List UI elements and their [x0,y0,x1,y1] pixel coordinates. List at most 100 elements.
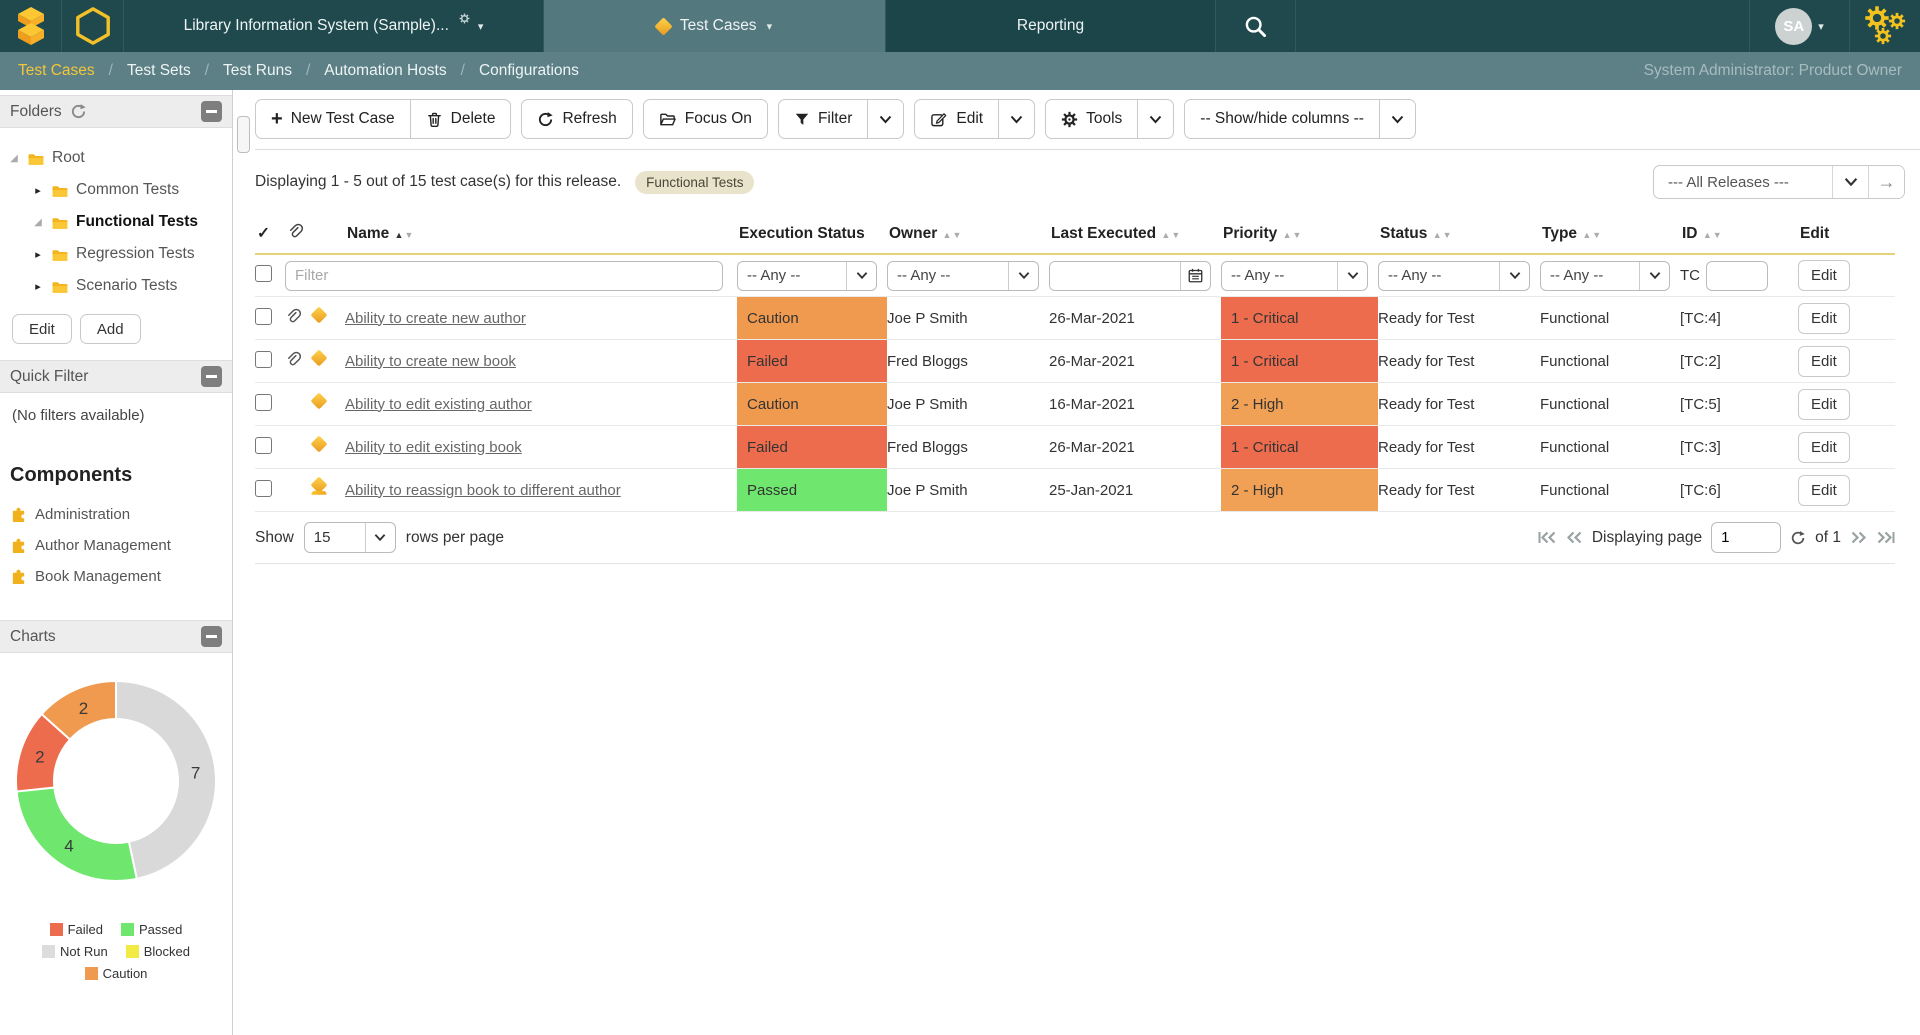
breadcrumb-item-configurations[interactable]: Configurations [479,62,579,80]
component-item[interactable]: Book Management [0,561,232,592]
tree-toggle-icon[interactable]: ▸ [32,184,44,197]
sort-desc-icon[interactable]: ▼ [1443,230,1452,240]
user-menu[interactable]: SA ▾ [1750,0,1850,52]
delete-button[interactable]: Delete [410,99,512,139]
folder-tree-item[interactable]: ▸ Regression Tests [8,238,232,270]
product-selector[interactable]: Library Information System (Sample)... ▾ [124,0,544,52]
sort-desc-icon[interactable]: ▼ [1592,230,1601,240]
edit-button[interactable]: Edit [914,99,999,139]
sort-asc-icon[interactable]: ▲ [1703,230,1712,240]
charts-collapse-button[interactable] [201,626,222,647]
tools-button[interactable]: Tools [1045,99,1138,139]
last-executed-filter-input[interactable] [1050,262,1180,290]
sort-desc-icon[interactable]: ▼ [1293,230,1302,240]
sort-asc-icon[interactable]: ▲ [1433,230,1442,240]
folders-collapse-button[interactable] [201,101,222,122]
tree-toggle-icon[interactable]: ▸ [32,280,44,293]
row-edit-button[interactable]: Edit [1798,303,1850,334]
header-type[interactable]: Type ▲▼ [1540,214,1680,254]
page-refresh-icon[interactable] [1790,530,1806,546]
status-filter-select[interactable]: -- Any -- [1378,261,1530,291]
nav-tab-reporting[interactable]: Reporting [886,0,1216,52]
name-filter-input[interactable] [285,261,723,291]
row-edit-button[interactable]: Edit [1798,389,1850,420]
edit-dropdown-button[interactable] [998,99,1035,139]
breadcrumb-item-test-sets[interactable]: Test Sets [127,62,191,80]
tree-toggle-icon[interactable]: ◢ [8,153,20,164]
release-filter-chevron[interactable] [1832,166,1868,198]
folder-tree-item[interactable]: ◢ Root [8,142,232,174]
execution-status-filter-select[interactable]: -- Any -- [737,261,877,291]
test-case-link[interactable]: Ability to edit existing author [345,396,532,413]
focus-on-button[interactable]: Focus On [643,99,768,139]
component-item[interactable]: Author Management [0,530,232,561]
workspace-hexagon-button[interactable] [62,0,124,52]
app-logo[interactable] [0,0,62,52]
last-page-button[interactable] [1876,531,1895,544]
page-number-input[interactable] [1711,522,1781,553]
row-edit-button[interactable]: Edit [1798,346,1850,377]
component-item[interactable]: Administration [0,499,232,530]
rows-per-page-select[interactable]: 15 [304,522,396,553]
test-case-link[interactable]: Ability to edit existing book [345,439,522,456]
refresh-button[interactable]: Refresh [521,99,632,139]
header-check[interactable]: ✓ [255,214,285,254]
first-page-button[interactable] [1538,531,1557,544]
breadcrumb-item-test-runs[interactable]: Test Runs [223,62,292,80]
header-last-executed[interactable]: Last Executed ▲▼ [1049,214,1221,254]
apply-filter-edit-button[interactable]: Edit [1798,260,1850,291]
header-priority[interactable]: Priority ▲▼ [1221,214,1378,254]
sort-desc-icon[interactable]: ▼ [1713,230,1722,240]
sort-desc-icon[interactable]: ▼ [404,230,413,240]
tree-toggle-icon[interactable]: ▸ [32,248,44,261]
folders-edit-button[interactable]: Edit [12,314,72,344]
sort-asc-icon[interactable]: ▲ [395,230,404,240]
folder-tree-item[interactable]: ◢ Functional Tests [8,206,232,238]
show-hide-columns-dropdown-button[interactable] [1379,99,1416,139]
previous-page-button[interactable] [1566,531,1583,544]
show-hide-columns-button[interactable]: -- Show/hide columns -- [1184,99,1380,139]
row-edit-button[interactable]: Edit [1798,475,1850,506]
row-checkbox[interactable] [255,351,272,368]
folder-tree-item[interactable]: ▸ Common Tests [8,174,232,206]
tree-toggle-icon[interactable]: ◢ [32,217,44,228]
global-search-button[interactable] [1216,0,1296,52]
sort-desc-icon[interactable]: ▼ [952,230,961,240]
calendar-icon[interactable] [1180,262,1210,290]
folder-tree-item[interactable]: ▸ Scenario Tests [8,270,232,302]
filter-button[interactable]: Filter [778,99,868,139]
sort-asc-icon[interactable]: ▲ [1582,230,1591,240]
type-filter-select[interactable]: -- Any -- [1540,261,1670,291]
row-checkbox[interactable] [255,480,272,497]
folders-add-button[interactable]: Add [80,314,141,344]
sidebar-collapse-handle[interactable] [237,116,250,153]
row-checkbox[interactable] [255,308,272,325]
filter-dropdown-button[interactable] [867,99,904,139]
priority-filter-select[interactable]: -- Any -- [1221,261,1368,291]
quick-filter-collapse-button[interactable] [201,366,222,387]
select-all-checkbox[interactable] [255,265,272,282]
row-checkbox[interactable] [255,394,272,411]
header-owner[interactable]: Owner ▲▼ [887,214,1049,254]
header-id[interactable]: ID ▲▼ [1680,214,1798,254]
breadcrumb-item-automation-hosts[interactable]: Automation Hosts [324,62,446,80]
sort-asc-icon[interactable]: ▲ [1161,230,1170,240]
release-filter-select[interactable]: --- All Releases --- [1654,166,1832,198]
tools-dropdown-button[interactable] [1137,99,1174,139]
row-checkbox[interactable] [255,437,272,454]
test-case-link[interactable]: Ability to create new author [345,310,526,327]
owner-filter-select[interactable]: -- Any -- [887,261,1039,291]
test-case-link[interactable]: Ability to reassign book to different au… [345,482,621,499]
test-case-link[interactable]: Ability to create new book [345,353,516,370]
sort-desc-icon[interactable]: ▼ [1171,230,1180,240]
nav-tab-test-cases[interactable]: Test Cases ▾ [544,0,886,52]
row-edit-button[interactable]: Edit [1798,432,1850,463]
sort-asc-icon[interactable]: ▲ [1283,230,1292,240]
release-filter-apply-button[interactable]: → [1868,166,1904,198]
folders-refresh-icon[interactable] [70,103,87,120]
breadcrumb-item-test-cases[interactable]: Test Cases [18,62,95,80]
id-filter-input[interactable] [1706,261,1768,291]
system-settings-button[interactable] [1850,0,1920,52]
header-status[interactable]: Status ▲▼ [1378,214,1540,254]
header-name[interactable]: Name ▲▼ [345,214,737,254]
